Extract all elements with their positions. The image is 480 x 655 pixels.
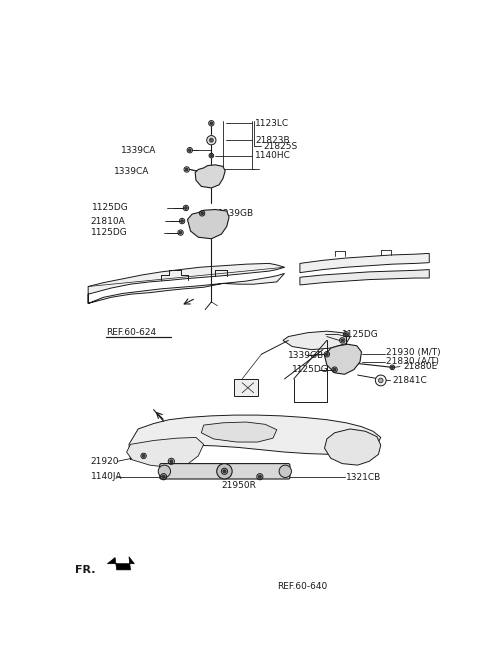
Text: 21950R: 21950R	[221, 481, 256, 490]
Text: 1321CB: 1321CB	[346, 473, 381, 482]
Circle shape	[201, 212, 204, 215]
Circle shape	[258, 476, 261, 478]
Polygon shape	[127, 438, 204, 468]
Circle shape	[279, 465, 291, 477]
Polygon shape	[188, 210, 229, 239]
Polygon shape	[234, 379, 258, 396]
FancyBboxPatch shape	[160, 464, 290, 479]
Circle shape	[170, 460, 173, 462]
Polygon shape	[300, 253, 429, 272]
Circle shape	[223, 470, 226, 473]
Circle shape	[158, 465, 170, 477]
Text: 1339GB: 1339GB	[288, 351, 324, 360]
Text: 1140HC: 1140HC	[255, 151, 291, 160]
Text: 1140JA: 1140JA	[90, 472, 122, 481]
Circle shape	[180, 231, 182, 234]
Text: 1123LC: 1123LC	[255, 119, 289, 128]
Text: 21930 (M/T): 21930 (M/T)	[386, 348, 441, 357]
Circle shape	[181, 220, 183, 222]
Circle shape	[325, 353, 328, 356]
Polygon shape	[129, 415, 381, 460]
Polygon shape	[108, 557, 134, 570]
Text: 1339CA: 1339CA	[121, 145, 156, 155]
Circle shape	[189, 149, 191, 151]
Polygon shape	[88, 263, 285, 303]
Text: REF.60-624: REF.60-624	[106, 328, 156, 337]
Text: 1125DG: 1125DG	[292, 365, 329, 374]
Text: 1125DG: 1125DG	[92, 204, 129, 212]
Polygon shape	[195, 165, 225, 188]
Circle shape	[209, 138, 213, 142]
Circle shape	[185, 168, 188, 171]
Text: 21825S: 21825S	[263, 142, 297, 151]
Text: FR.: FR.	[75, 565, 96, 575]
Text: 21830 (A/T): 21830 (A/T)	[386, 358, 439, 366]
Circle shape	[210, 122, 213, 124]
Text: 1125DG: 1125DG	[90, 228, 127, 237]
Polygon shape	[324, 429, 381, 465]
Text: REF.60-640: REF.60-640	[277, 582, 327, 591]
Circle shape	[391, 366, 393, 368]
Text: 21920: 21920	[90, 457, 119, 466]
Text: 1339GB: 1339GB	[218, 209, 254, 218]
Circle shape	[378, 378, 383, 383]
Text: 1339CA: 1339CA	[114, 167, 149, 176]
Circle shape	[210, 155, 212, 157]
Text: 1125DG: 1125DG	[342, 329, 379, 339]
Circle shape	[185, 207, 187, 209]
Polygon shape	[283, 331, 350, 350]
Polygon shape	[201, 422, 277, 442]
Polygon shape	[300, 270, 429, 285]
Polygon shape	[324, 345, 361, 374]
Circle shape	[341, 339, 344, 342]
Text: 21810A: 21810A	[90, 217, 125, 225]
Circle shape	[207, 136, 216, 145]
Circle shape	[217, 464, 232, 479]
Text: 21841C: 21841C	[392, 376, 427, 385]
Circle shape	[375, 375, 386, 386]
Circle shape	[333, 369, 336, 371]
Circle shape	[345, 333, 348, 335]
Circle shape	[143, 455, 145, 457]
Text: 21823B: 21823B	[255, 136, 290, 145]
Text: 21880E: 21880E	[403, 362, 437, 371]
Circle shape	[162, 476, 165, 478]
